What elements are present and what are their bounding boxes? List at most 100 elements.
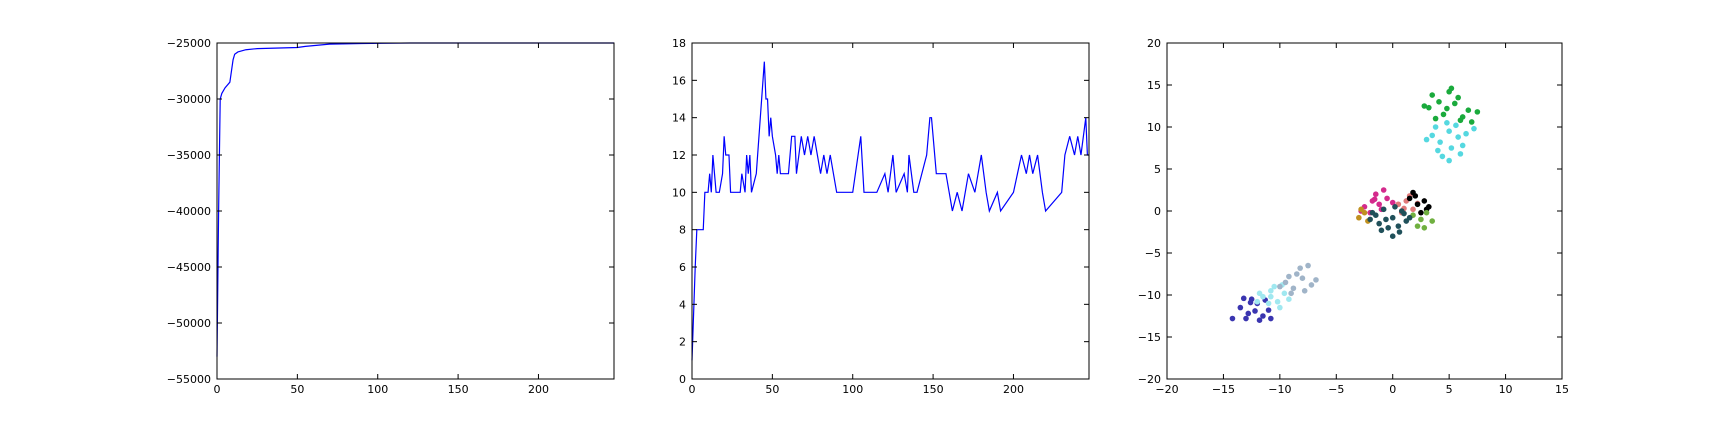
scatter-point xyxy=(1453,122,1459,129)
x-tick-label: 5 xyxy=(1446,383,1453,396)
scatter-point xyxy=(1444,120,1450,126)
y-tick-label: −15 xyxy=(1138,331,1161,344)
x-tick-label: 100 xyxy=(842,383,863,396)
scatter-point xyxy=(1369,209,1376,216)
y-tick-label: −30000 xyxy=(167,93,211,106)
y-tick-label: −35000 xyxy=(167,149,211,162)
scatter-point xyxy=(1429,92,1436,98)
scatter-point xyxy=(1245,310,1252,317)
scatter-point xyxy=(1414,223,1421,229)
scatter-point xyxy=(1423,136,1430,143)
y-tick-label: 15 xyxy=(1147,79,1161,92)
x-tick-label: −5 xyxy=(1328,383,1344,396)
y-tick-label: 0 xyxy=(1154,205,1161,218)
scatter-point xyxy=(1421,225,1428,231)
scatter-point xyxy=(1459,142,1466,149)
scatter-point xyxy=(1297,265,1303,271)
scatter-point xyxy=(1277,283,1283,290)
x-tick-label: 100 xyxy=(367,383,388,396)
scatter-point xyxy=(1268,315,1274,322)
scatter-point xyxy=(1256,317,1263,324)
scatter-point xyxy=(1457,151,1464,157)
scatter-point xyxy=(1432,124,1439,130)
y-tick-label: 10 xyxy=(1147,121,1161,134)
y-tick-label: −10 xyxy=(1138,289,1161,302)
scatter-point xyxy=(1254,298,1261,305)
scatter-point xyxy=(1426,204,1432,210)
x-tick-label: 200 xyxy=(528,383,549,396)
scatter-point xyxy=(1229,315,1236,322)
scatter-point xyxy=(1395,223,1402,229)
scatter-point xyxy=(1429,218,1436,224)
y-tick-label: −50000 xyxy=(167,317,211,330)
y-tick-label: 6 xyxy=(679,261,686,274)
scatter-point xyxy=(1401,210,1407,217)
scatter-point xyxy=(1378,227,1385,234)
scatter-point xyxy=(1432,115,1439,122)
scatter-point xyxy=(1448,145,1455,151)
scatter-point xyxy=(1383,216,1389,223)
scatter-point xyxy=(1465,107,1472,113)
x-tick-label: 150 xyxy=(448,383,469,396)
scatter-point xyxy=(1455,94,1461,101)
scatter-point xyxy=(1468,119,1475,125)
scatter-point xyxy=(1463,130,1469,137)
y-tick-label: −55000 xyxy=(167,373,211,386)
scatter-point xyxy=(1446,128,1452,134)
scatter-point xyxy=(1455,134,1461,140)
scatter-point xyxy=(1286,296,1292,303)
scatter-point xyxy=(1429,132,1436,139)
scatter-point xyxy=(1389,233,1396,239)
scatter-point xyxy=(1389,214,1396,221)
scatter-point xyxy=(1436,99,1442,105)
y-tick-label: −25000 xyxy=(167,37,211,50)
scatter-point xyxy=(1385,225,1391,231)
scatter-point xyxy=(1396,229,1403,235)
y-tick-label: −5 xyxy=(1145,247,1161,260)
scatter-point xyxy=(1256,290,1263,297)
scatter-point xyxy=(1439,153,1446,160)
scatter-point xyxy=(1406,195,1413,202)
scatter-point xyxy=(1265,300,1272,307)
scatter-point xyxy=(1444,105,1450,112)
x-tick-label: 0 xyxy=(214,383,221,396)
scatter-point xyxy=(1426,104,1432,111)
scatter-point xyxy=(1301,288,1308,294)
scatter-point xyxy=(1268,288,1274,294)
axes-frame xyxy=(691,42,1090,380)
scatter-point xyxy=(1265,307,1272,313)
y-tick-label: 20 xyxy=(1147,37,1161,50)
scatter-point xyxy=(1376,201,1382,208)
x-tick-label: 0 xyxy=(1389,383,1396,396)
scatter-point xyxy=(1271,283,1278,290)
scatter-point xyxy=(1421,103,1428,109)
scatter-point xyxy=(1435,147,1441,154)
scatter-point xyxy=(1308,282,1315,288)
scatter-point xyxy=(1313,277,1319,283)
scatter-point xyxy=(1410,206,1416,213)
scatter-point xyxy=(1392,204,1398,210)
x-tick-label: 50 xyxy=(290,383,304,396)
scatter-point xyxy=(1406,214,1413,221)
scatter-point xyxy=(1418,209,1424,216)
scatter-point xyxy=(1305,262,1311,269)
scatter-point xyxy=(1260,313,1266,319)
scatter-point xyxy=(1288,290,1294,297)
scatter-point xyxy=(1418,216,1424,223)
axes-frame xyxy=(1166,42,1563,380)
axes-frame xyxy=(216,42,615,380)
scatter-point xyxy=(1274,298,1281,305)
x-tick-label: 200 xyxy=(1003,383,1024,396)
scatter-point xyxy=(1451,100,1458,107)
data-line xyxy=(216,42,614,357)
y-tick-label: 0 xyxy=(679,373,686,386)
scatter-point xyxy=(1412,193,1419,199)
scatter-point xyxy=(1437,139,1443,145)
scatter-point xyxy=(1367,216,1373,223)
scatter-point xyxy=(1247,299,1254,306)
scatter-point xyxy=(1423,209,1430,216)
x-tick-label: 15 xyxy=(1555,383,1569,396)
y-tick-label: −40000 xyxy=(167,205,211,218)
